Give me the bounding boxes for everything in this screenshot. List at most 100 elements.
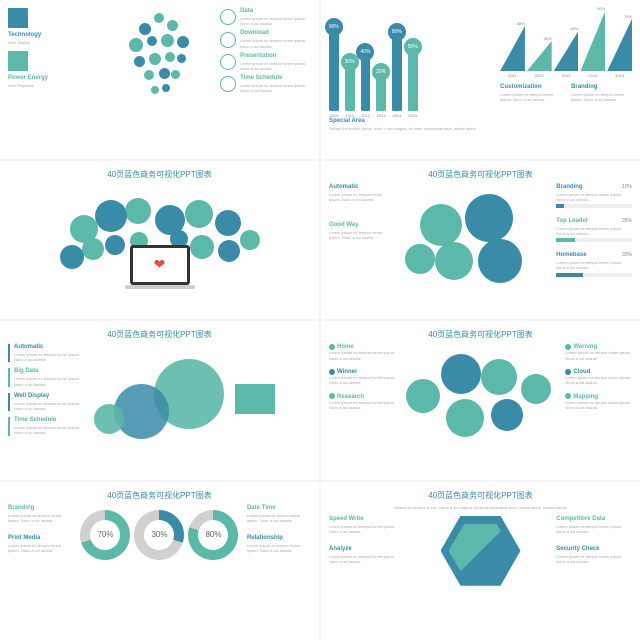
lorem: Lorem ipsum ex tempor lorem ipsum. Nunc … bbox=[500, 92, 561, 102]
s5-item: Time ScheduleLorem ipsum ex tempor lorem… bbox=[8, 417, 84, 435]
tractor-icon bbox=[235, 384, 275, 414]
gear-icon bbox=[446, 399, 484, 437]
s4-right: Branding10%Lorem ipsum ex tempor lorem i… bbox=[556, 184, 632, 294]
pct-item: Branding10%Lorem ipsum ex tempor lorem i… bbox=[556, 184, 632, 208]
bar: 40%2012 bbox=[361, 46, 371, 118]
s1-left-item: Power EnergyWell Prepared bbox=[8, 51, 99, 88]
item-title: Well Display bbox=[14, 393, 84, 399]
lorem: Lorem ipsum ex tempor lorem ipsum. Nunc … bbox=[329, 230, 390, 240]
bar-pct: 40% bbox=[356, 43, 374, 61]
item-title: Analyze bbox=[329, 546, 405, 552]
bar-year: 2013 bbox=[376, 113, 386, 118]
bar-chart: 90%201030%201140%201220%201380%201450%20… bbox=[329, 8, 418, 118]
triangle: 45%2012 bbox=[527, 36, 552, 78]
lorem: Lorem ipsum ex tempor lorem ipsum. Nunc … bbox=[329, 400, 396, 410]
bar-pct: 30% bbox=[341, 53, 359, 71]
icon-cloud: ❤ bbox=[60, 190, 260, 280]
slide-5-circles: 40页蓝色商务可视化PPT图表 AutomaticLorem ipsum ex … bbox=[0, 321, 319, 480]
tri-year: 2011 bbox=[500, 73, 525, 78]
s5-left: AutomaticLorem ipsum ex tempor lorem ips… bbox=[8, 344, 84, 444]
circle-icon bbox=[220, 32, 236, 48]
bulb-dot bbox=[161, 34, 174, 47]
s6-item: WarningLorem ipsum ex tempor lorem ipsum… bbox=[565, 344, 632, 361]
slide-3-cloud: 40页蓝色商务可视化PPT图表 ❤ bbox=[0, 161, 319, 320]
s4-left-item: Good WayLorem ipsum ex tempor lorem ipsu… bbox=[329, 222, 390, 240]
lorem: Lorem ipsum ex tempor lorem ipsum. Nunc … bbox=[565, 375, 632, 385]
lorem: Lorem ipsum ex tempor lorem ipsum. Nunc … bbox=[240, 38, 311, 48]
gear-spread bbox=[396, 344, 566, 454]
overlap-circle bbox=[94, 404, 124, 434]
s6-item: MappingLorem ipsum ex tempor lorem ipsum… bbox=[565, 393, 632, 410]
s5-item: Big DataLorem ipsum ex tempor lorem ipsu… bbox=[8, 368, 84, 386]
tri-title: Customization bbox=[500, 84, 561, 90]
item-title: Presentation bbox=[240, 53, 311, 59]
item-sub: Well Prepared bbox=[8, 83, 99, 88]
lorem: Lorem ipsum ex tempor lorem ipsum. Nunc … bbox=[240, 61, 311, 71]
bar-pct: 20% bbox=[372, 63, 390, 81]
s6-left: HomeLorem ipsum ex tempor lorem ipsum. N… bbox=[329, 344, 396, 454]
lorem: Lorem ipsum ex tempor lorem ipsum. Nunc … bbox=[8, 513, 72, 523]
triangle: 59%2013 bbox=[554, 26, 579, 78]
slide-4-gears: 40页蓝色商务可视化PPT图表 AutomaticLorem ipsum ex … bbox=[321, 161, 640, 320]
item-title: Security Check bbox=[556, 546, 632, 552]
lorem: Lorem ipsum ex tempor lorem ipsum. Nunc … bbox=[14, 401, 84, 411]
lorem: Lorem ipsum ex tempor lorem ipsum. Nunc … bbox=[556, 260, 632, 270]
lorem: Lorem ipsum ex tempor lorem ipsum. Nunc … bbox=[14, 425, 84, 435]
tri-year: 2012 bbox=[527, 73, 552, 78]
slide-2-bars: 90%201030%201140%201220%201380%201450%20… bbox=[321, 0, 640, 159]
item-sub: Nice Display bbox=[8, 40, 99, 45]
gear-icon bbox=[406, 379, 440, 413]
tri-pct: 68% bbox=[500, 21, 525, 26]
gear-cluster bbox=[390, 184, 557, 294]
item-title: Speed Write bbox=[329, 516, 405, 522]
s6-item: CloudLorem ipsum ex tempor lorem ipsum. … bbox=[565, 369, 632, 386]
subtitle: Nullam eu tempor purus. Nunc a leo magna… bbox=[329, 505, 632, 510]
bulb-dot bbox=[154, 13, 164, 23]
s6-item: WinnerLorem ipsum ex tempor lorem ipsum.… bbox=[329, 369, 396, 386]
item-title: Top Leader bbox=[556, 218, 588, 224]
slide-1-lightbulb: TechnologyNice Display Power EnergyWell P… bbox=[0, 0, 319, 159]
bar-pct: 80% bbox=[388, 23, 406, 41]
bar-year: 2011 bbox=[345, 113, 355, 118]
lorem: Lorem ipsum ex tempor lorem ipsum. Nunc … bbox=[247, 543, 311, 553]
lorem: Lorem ipsum ex tempor lorem ipsum. Nunc … bbox=[571, 92, 632, 102]
s7-item: Branding Lorem ipsum ex tempor lorem ipsu… bbox=[8, 505, 72, 523]
cloud-circle bbox=[240, 230, 260, 250]
triangle: 68% 2011 bbox=[500, 21, 525, 78]
slide-title: 40页蓝色商务可视化PPT图表 bbox=[8, 169, 311, 180]
box-icon bbox=[8, 8, 28, 28]
bulb-dot bbox=[134, 56, 145, 67]
triangle: 79%2015 bbox=[607, 14, 632, 78]
cloud-circle bbox=[218, 240, 240, 262]
s8-left: Speed WriteLorem ipsum ex tempor lorem i… bbox=[329, 516, 405, 586]
bar-year: 2015 bbox=[408, 113, 418, 118]
item-title: Branding bbox=[8, 505, 72, 511]
gear-icon bbox=[405, 244, 435, 274]
tri-title-block: BrandingLorem ipsum ex tempor lorem ipsu… bbox=[571, 84, 632, 102]
item-title: Date Time bbox=[247, 505, 311, 511]
lorem: Lorem ipsum ex tempor lorem ipsum. Nunc … bbox=[329, 192, 390, 202]
s1-right-item: DataLorem ipsum ex tempor lorem ipsum. N… bbox=[220, 8, 311, 26]
bulb-dot bbox=[177, 36, 189, 48]
slide-title: 40页蓝色商务可视化PPT图表 bbox=[329, 169, 632, 180]
slide-6-gears: 40页蓝色商务可视化PPT图表 HomeLorem ipsum ex tempo… bbox=[321, 321, 640, 480]
bulb-dot bbox=[162, 84, 170, 92]
dot-icon bbox=[565, 369, 571, 375]
s1-left-item: TechnologyNice Display bbox=[8, 8, 99, 45]
gear-icon bbox=[478, 239, 522, 283]
donut-pct: 70% bbox=[90, 520, 120, 550]
lorem: Lorem ipsum ex tempor lorem ipsum. Nunc … bbox=[329, 350, 396, 360]
donut-charts: 70%30%80% bbox=[78, 505, 241, 566]
tri-titles: Customization Lorem ipsum ex tempor lorem… bbox=[500, 84, 632, 102]
lorem: Lorem ipsum ex tempor lorem ipsum. Nunc … bbox=[8, 543, 72, 553]
slide-grid: TechnologyNice Display Power EnergyWell P… bbox=[0, 0, 640, 640]
item-title: Download bbox=[240, 30, 311, 36]
s4-left-item: AutomaticLorem ipsum ex tempor lorem ips… bbox=[329, 184, 390, 202]
item-title: Time Schedule bbox=[240, 75, 311, 81]
gear-icon bbox=[435, 242, 473, 280]
s7-item: Print MediaLorem ipsum ex tempor lorem i… bbox=[8, 535, 72, 553]
tri-pct: 79% bbox=[607, 14, 632, 19]
s5-item: Well Display Lorem ipsum ex tempor lorem … bbox=[8, 393, 84, 411]
cloud-circle bbox=[155, 205, 185, 235]
dot-icon bbox=[329, 393, 335, 399]
